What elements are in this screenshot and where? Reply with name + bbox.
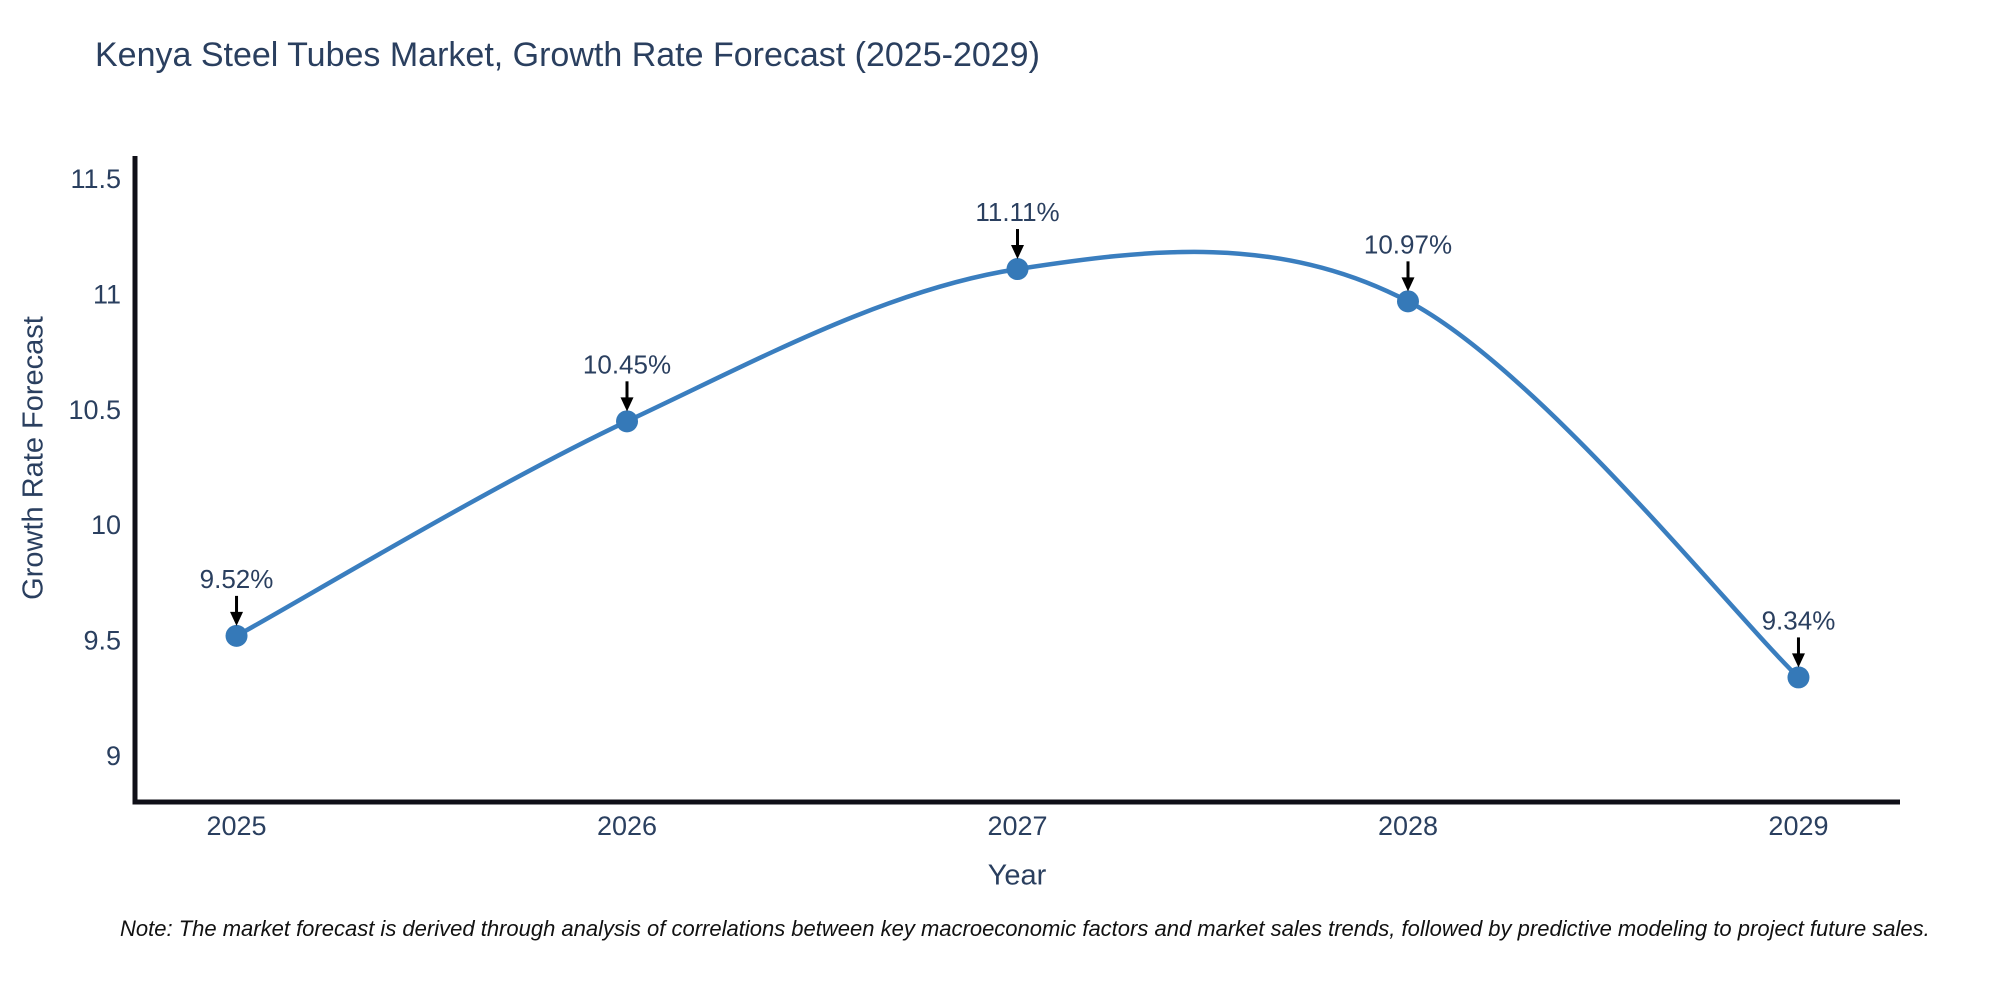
- chart-footnote: Note: The market forecast is derived thr…: [120, 916, 1930, 941]
- annotation-arrowhead-icon: [1791, 653, 1805, 668]
- annotation-arrowhead-icon: [230, 611, 244, 626]
- x-tick-label: 2029: [1768, 811, 1828, 841]
- line-series-path: [234, 249, 1801, 680]
- data-point-marker: [1787, 666, 1810, 689]
- annotation-arrowhead-icon: [1401, 277, 1415, 292]
- annotation-label: 9.34%: [1762, 605, 1836, 635]
- x-tick-label: 2027: [987, 811, 1047, 841]
- annotation-label: 9.52%: [200, 564, 274, 594]
- y-tick-label: 11: [93, 279, 121, 309]
- annotation-arrowhead-icon: [620, 397, 634, 412]
- x-tick-label: 2026: [597, 811, 657, 841]
- x-tick-label: 2028: [1378, 811, 1438, 841]
- annotation-label: 10.45%: [583, 349, 671, 379]
- data-point-marker: [616, 410, 639, 433]
- y-tick-label: 9.5: [83, 626, 121, 656]
- data-point-marker: [1396, 290, 1419, 313]
- data-point-marker: [1006, 258, 1029, 281]
- chart-title: Kenya Steel Tubes Market, Growth Rate Fo…: [95, 36, 1040, 74]
- annotation-label: 10.97%: [1364, 229, 1452, 259]
- y-tick-label: 10: [91, 510, 121, 540]
- data-point-marker: [225, 624, 248, 647]
- y-tick-label: 10.5: [68, 395, 121, 425]
- annotation-label: 11.11%: [975, 197, 1059, 227]
- x-tick-label: 2025: [206, 811, 266, 841]
- x-axis-title: Year: [987, 859, 1047, 892]
- y-tick-label: 11.5: [70, 164, 121, 194]
- y-tick-label: 9: [106, 741, 121, 771]
- annotation-arrowhead-icon: [1011, 245, 1024, 260]
